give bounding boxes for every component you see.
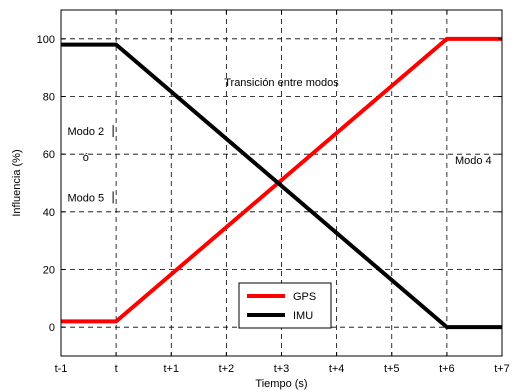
y-tick-label: 40 [43,207,55,219]
x-tick-label: t+5 [384,363,400,375]
annotation-label: Modo 4 [455,155,492,167]
x-tick-label: t+6 [439,363,455,375]
legend-box [238,282,332,329]
x-tick-label: t [115,363,118,375]
y-tick-label: 80 [43,92,55,104]
legend-label: GPS [293,291,316,303]
legend-label: IMU [293,310,313,322]
x-tick-label: t+2 [219,363,235,375]
y-axis-label: Influencia (%) [11,149,23,216]
annotation-label: Modo 2 [67,126,104,138]
x-axis-label: Tiempo (s) [255,378,307,390]
y-tick-label: 20 [43,265,55,277]
series-line-imu [61,42,502,330]
x-tick-label: t+1 [163,363,179,375]
annotation-label: Transición entre modos [224,77,339,89]
series-line-gps [61,36,502,324]
legend: GPS IMU [238,282,332,329]
annotations: Transición entre modos Modo 2 ó Modo 5 Modo … [67,77,491,204]
series-lines [61,36,502,330]
annotation-label: Modo 5 [67,192,104,204]
y-tick-label: 100 [37,34,55,46]
grid [61,10,502,356]
y-tick-label: 0 [49,322,55,334]
x-tick-label: t-1 [55,363,68,375]
axis-ticks: t-1 t t+1 t+2 t+3 t+4 t+5 t+6 t+7 0 20 40 60 80 100 [37,10,510,375]
x-tick-label: t+3 [274,363,290,375]
x-tick-label: t+7 [494,363,510,375]
y-tick-label: 60 [43,149,55,161]
x-tick-label: t+4 [329,363,345,375]
annotation-label: ó [83,152,89,164]
